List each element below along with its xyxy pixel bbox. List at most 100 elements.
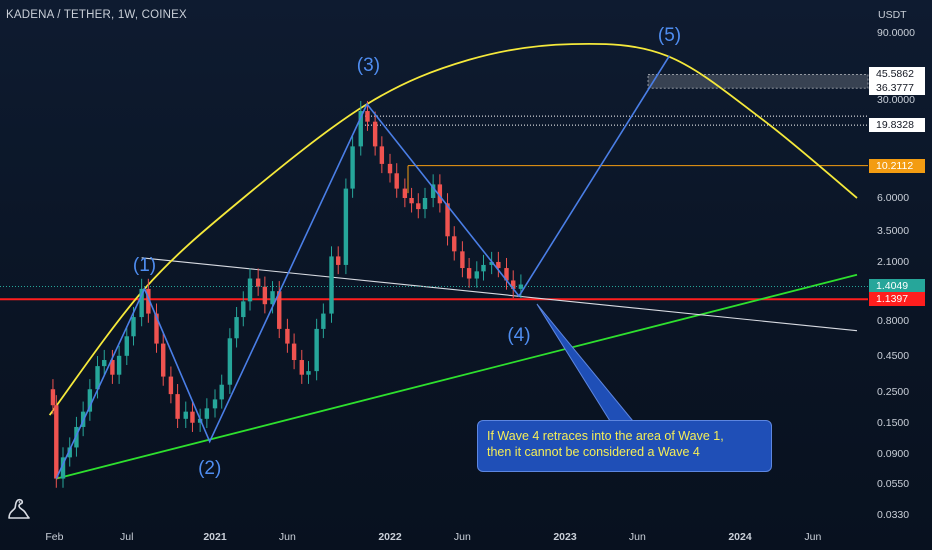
y-tick-label: 0.1500 [877, 416, 910, 429]
candle-body-25 [219, 384, 224, 400]
candle-body-52 [416, 203, 421, 210]
candle-body-44 [358, 111, 363, 147]
chart-title: KADENA / TETHER, 1W, COINEX [6, 9, 187, 21]
candle-body-16 [154, 313, 159, 344]
y-tick-label: 0.2500 [877, 385, 910, 398]
price-tag: 1.1397 [869, 292, 925, 307]
candle-body-5 [74, 426, 79, 448]
y-tick-label: 90.0000 [877, 27, 915, 39]
candle-body-64 [504, 268, 509, 281]
candle-body-19 [175, 394, 180, 419]
candle-body-20 [183, 411, 188, 419]
candle-body-1 [50, 389, 56, 406]
price-tag: 36.3777 [869, 81, 925, 96]
wave-rule-callout: If Wave 4 retraces into the area of Wave… [477, 420, 772, 472]
x-tick-label: Jun [628, 531, 646, 543]
candle-body-66 [518, 284, 524, 289]
candle-body-15 [146, 288, 151, 314]
candle-body-57 [452, 236, 457, 252]
candle-body-45 [365, 111, 370, 122]
elliott-wave-path [55, 55, 671, 479]
candle-body-12 [124, 336, 129, 356]
x-tick-label: 2023 [553, 531, 577, 543]
candle-body-53 [422, 197, 428, 210]
x-tick-label: 2021 [203, 531, 227, 543]
candle-body-58 [460, 251, 465, 269]
candle-body-54 [430, 184, 436, 198]
candle-body-8 [95, 366, 100, 390]
price-tag: 19.8328 [869, 118, 925, 133]
falling-trend-line [141, 257, 858, 332]
y-tick-label: 0.0550 [877, 477, 910, 490]
candle-body-33 [277, 291, 282, 329]
candle-body-60 [474, 271, 479, 279]
candle-body-2 [54, 405, 59, 479]
callout-line-2: then it cannot be considered a Wave 4 [487, 445, 700, 459]
candle-body-62 [489, 261, 494, 265]
wave-label: (4) [507, 325, 531, 347]
y-tick-label: 3.5000 [877, 224, 910, 237]
candle-body-7 [87, 389, 93, 412]
candle-body-47 [379, 146, 385, 164]
price-tag: 1.4049 [869, 279, 925, 294]
candle-body-32 [270, 291, 275, 305]
curved-resistance-arc [48, 42, 858, 416]
candle-body-30 [255, 278, 261, 287]
x-tick-label: Jun [278, 531, 296, 543]
price-tag: 45.5862 [869, 67, 925, 82]
candle-body-38 [314, 328, 319, 372]
tradingview-logo-icon[interactable] [6, 496, 32, 522]
candle-body-63 [496, 261, 501, 269]
y-tick-label: 0.0900 [877, 447, 910, 460]
candle-body-35 [291, 343, 297, 361]
candle-body-21 [190, 411, 195, 423]
x-tick-label: Jul [120, 531, 134, 543]
candle-body-31 [262, 286, 268, 305]
candle-body-41 [336, 256, 341, 265]
wave-label: (1) [132, 255, 157, 277]
candle-body-37 [306, 371, 311, 375]
candle-body-65 [511, 280, 516, 289]
candle-body-26 [227, 338, 233, 385]
y-tick-label: 2.1000 [877, 255, 910, 268]
y-tick-label: 30.0000 [877, 93, 915, 106]
wave-label: (2) [198, 458, 222, 480]
y-tick-label: 0.0330 [877, 509, 910, 521]
candle-body-28 [241, 301, 246, 318]
price-tag: 10.2112 [869, 158, 925, 173]
candle-body-49 [394, 173, 399, 189]
candle-body-9 [102, 360, 107, 367]
target-zone-band [647, 73, 869, 89]
candle-body-61 [481, 264, 486, 272]
candle-body-36 [299, 360, 304, 375]
candle-body-56 [445, 203, 450, 237]
y-tick-label: 0.4500 [877, 349, 910, 362]
candle-body-29 [247, 278, 253, 302]
candle-body-11 [116, 355, 122, 375]
x-tick-label: 2024 [728, 531, 752, 543]
callout-line-1: If Wave 4 retraces into the area of Wave… [487, 429, 724, 443]
y-tick-label: 6.0000 [877, 191, 910, 204]
candle-body-3 [60, 457, 66, 479]
y-tick-label: 0.8000 [877, 314, 910, 327]
candle-body-48 [387, 163, 393, 174]
x-tick-label: Jun [453, 531, 471, 543]
candle-body-55 [437, 184, 443, 204]
candle-body-13 [131, 317, 136, 337]
candle-body-51 [409, 197, 414, 204]
candle-body-59 [466, 268, 472, 279]
axis-unit: USDT [878, 9, 907, 21]
rising-support-line [56, 273, 858, 480]
candle-body-17 [161, 343, 166, 377]
x-tick-label: 2022 [378, 531, 402, 543]
candle-body-39 [321, 313, 326, 329]
x-tick-label: Jun [804, 531, 822, 543]
candle-body-18 [168, 376, 174, 395]
candle-body-4 [67, 447, 72, 458]
candle-body-50 [402, 188, 408, 198]
candle-body-23 [204, 408, 210, 419]
candle-body-24 [212, 399, 218, 409]
candle-body-27 [234, 317, 239, 339]
